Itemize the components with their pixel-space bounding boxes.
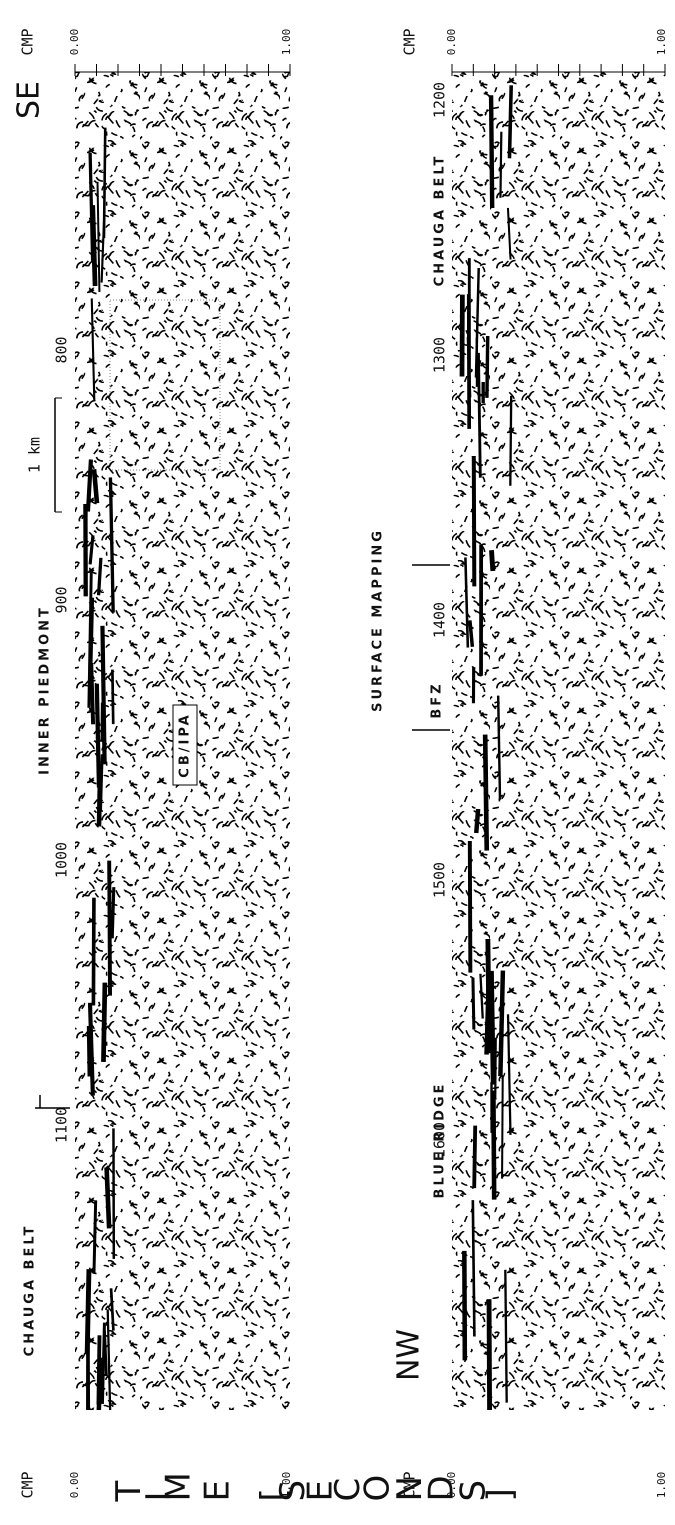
cmp-number: 1100: [53, 1107, 71, 1143]
seismic-section: [452, 72, 665, 1434]
reflector: [99, 768, 100, 827]
reflector: [474, 456, 475, 586]
time-label: 0.00: [68, 29, 81, 56]
cmp-number: 1500: [431, 862, 449, 898]
reflector: [93, 898, 94, 1006]
axis-title: [SECONDS]: [254, 1475, 521, 1502]
reflector: [473, 1200, 475, 1336]
cmp-number: 1000: [53, 842, 71, 878]
reflector: [91, 663, 93, 724]
reflector: [487, 336, 488, 398]
reflector: [112, 670, 113, 725]
axis-title: TIME: [109, 1472, 238, 1502]
annotation: CB/IPA: [178, 712, 193, 777]
reflector: [98, 1335, 99, 1404]
reflector: [90, 1003, 93, 1096]
reflector: [502, 1076, 503, 1179]
reflector: [474, 1126, 475, 1188]
time-label: 0.00: [68, 1472, 81, 1499]
reflector: [470, 620, 473, 646]
direction-label: SE: [12, 81, 47, 119]
annotation: BLUE RIDGE: [433, 1082, 448, 1199]
time-label: 0.00: [445, 29, 458, 56]
time-label: 1.00: [280, 29, 293, 56]
reflector: [86, 507, 87, 576]
reflector: [500, 132, 501, 198]
cmp-number: 1300: [431, 337, 449, 373]
reflector: [476, 809, 478, 833]
time-label: 1.00: [655, 1472, 668, 1499]
cmp-label: CMP: [401, 28, 419, 55]
reflector: [491, 550, 492, 571]
reflector: [509, 85, 511, 158]
scale-label: 1 km: [26, 437, 44, 473]
reflector: [464, 1251, 465, 1361]
cmp-label: CMP: [19, 1471, 37, 1498]
cmp-number: 1200: [431, 82, 449, 118]
reflector: [103, 983, 104, 1062]
cmp-number: 800: [53, 336, 71, 363]
reflector: [93, 205, 95, 286]
reflector: [473, 978, 474, 1030]
reflector: [87, 1269, 89, 1354]
reflector: [505, 1270, 506, 1403]
reflector: [478, 353, 480, 478]
direction-label: NW: [392, 1329, 427, 1381]
reflector: [102, 626, 104, 764]
annotation: INNER PIEDMONT: [38, 605, 53, 775]
reflector: [94, 1200, 96, 1273]
reflector: [109, 861, 110, 996]
reflector: [94, 469, 97, 503]
reflector: [105, 1330, 107, 1376]
cmp-number: 900: [53, 586, 71, 613]
time-label: 1.00: [655, 29, 668, 56]
annotation: CHAUGA BELT: [23, 1224, 38, 1357]
reflector: [112, 887, 114, 938]
reflector: [488, 939, 489, 1053]
reflector: [107, 1167, 110, 1228]
surface-mapping: SURFACE MAPPING: [371, 528, 386, 712]
reflector: [510, 396, 511, 486]
cmp-number: 1400: [431, 602, 449, 638]
cmp-label: CMP: [19, 28, 37, 55]
reflector: [493, 1091, 494, 1200]
annotation: BFZ: [430, 681, 445, 718]
reflector: [491, 971, 493, 1085]
figure: CMP 0.00 1.00 CMP 0.00 1.00 SE 800 900 1000 1100 IN…: [0, 0, 675, 1525]
reflector: [500, 971, 503, 1077]
reflector: [485, 735, 487, 851]
reflector: [489, 1299, 490, 1434]
annotation: CHAUGA BELT: [433, 154, 448, 287]
reflector: [491, 95, 492, 208]
reflector: [470, 841, 471, 973]
